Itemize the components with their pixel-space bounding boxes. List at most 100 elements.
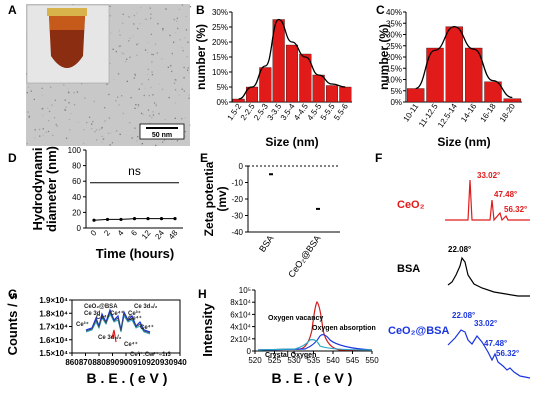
peak-label: 33.02° bbox=[477, 171, 500, 180]
tem-particle bbox=[109, 15, 111, 17]
tem-particle bbox=[100, 127, 103, 130]
x-tick-label: 525 bbox=[268, 356, 282, 365]
tem-particle bbox=[133, 14, 136, 17]
y-tick-label: 2x10⁴ bbox=[230, 335, 251, 344]
y-tick-label: 0% bbox=[390, 98, 402, 107]
tem-particle bbox=[103, 137, 105, 140]
tem-particle bbox=[138, 88, 140, 90]
tem-particle bbox=[155, 105, 157, 107]
tem-particle bbox=[188, 71, 190, 74]
fit-curve bbox=[415, 25, 513, 99]
tem-particle bbox=[42, 107, 44, 110]
tem-particle bbox=[109, 62, 111, 64]
tem-particle bbox=[65, 106, 67, 108]
tem-particle bbox=[26, 92, 28, 94]
tem-particle bbox=[174, 117, 176, 119]
tem-particle bbox=[151, 74, 154, 76]
tem-particle bbox=[92, 120, 94, 123]
series-label-bsa: BSA bbox=[397, 263, 420, 275]
data-point bbox=[119, 217, 123, 222]
bar bbox=[445, 26, 463, 103]
y-tick-label: 40 bbox=[72, 193, 81, 202]
legend-oxygen-absorption: Oxygen absorption bbox=[312, 325, 376, 332]
tem-particle bbox=[155, 144, 157, 147]
tem-particle bbox=[134, 75, 137, 77]
xps-annotation: CeO₂@BSA bbox=[84, 304, 118, 310]
y-axis-label-2: (mv) bbox=[215, 186, 229, 211]
tem-particle bbox=[33, 98, 35, 101]
tem-particle bbox=[137, 42, 139, 45]
tem-particle bbox=[184, 37, 186, 39]
tem-particle bbox=[76, 91, 79, 93]
tem-particle bbox=[164, 118, 166, 121]
xps-fit-cyan bbox=[85, 312, 151, 335]
tem-particle bbox=[101, 135, 103, 138]
y-tick-label: 8x10⁴ bbox=[230, 298, 251, 307]
tem-particle bbox=[38, 128, 41, 131]
tem-particle bbox=[176, 20, 178, 22]
tem-particle bbox=[173, 82, 176, 84]
tem-particle bbox=[128, 16, 130, 18]
x-tick-label: 880 bbox=[92, 358, 106, 367]
tem-particle bbox=[108, 93, 110, 96]
y-tick-label: 0 bbox=[77, 224, 82, 233]
peak-label: 22.08° bbox=[452, 311, 475, 320]
y-tick-label: 10⁵ bbox=[239, 286, 251, 295]
xps-annotation: Ce³⁺ bbox=[76, 321, 89, 328]
tem-particle bbox=[177, 27, 179, 30]
tem-particle bbox=[147, 52, 149, 54]
tem-particle bbox=[184, 117, 186, 119]
panel-letter-h: H bbox=[198, 287, 207, 301]
x-axis-label: B . E . ( e V ) bbox=[87, 370, 168, 386]
tem-particle bbox=[68, 118, 71, 121]
tem-particle bbox=[91, 128, 93, 130]
tem-particle bbox=[152, 94, 154, 96]
tem-particle bbox=[150, 86, 152, 89]
tem-particle bbox=[188, 94, 190, 96]
tem-particle bbox=[86, 121, 88, 124]
tem-particle bbox=[122, 112, 124, 115]
panel-letter-d: D bbox=[8, 151, 17, 165]
tem-particle bbox=[141, 83, 143, 85]
tem-particle bbox=[178, 8, 181, 11]
tem-particle bbox=[93, 100, 95, 102]
tem-particle bbox=[115, 130, 118, 132]
panel-letter-e: E bbox=[200, 151, 208, 165]
tem-particle bbox=[174, 32, 177, 34]
tem-particle bbox=[183, 90, 185, 92]
tem-particle bbox=[140, 7, 142, 9]
tem-particle bbox=[182, 50, 184, 52]
tem-particle bbox=[47, 130, 50, 133]
peak-label: 47.48° bbox=[494, 190, 517, 199]
tem-particle bbox=[73, 92, 75, 94]
tem-particle bbox=[151, 61, 153, 63]
tem-particle bbox=[151, 117, 153, 119]
y-tick-label: -20 bbox=[231, 195, 243, 204]
tem-particle bbox=[42, 128, 44, 130]
y-axis-label-2: diameter (nm) bbox=[44, 146, 59, 232]
tem-particle bbox=[188, 97, 190, 99]
tem-particle bbox=[72, 4, 74, 6]
tem-particle bbox=[42, 114, 44, 116]
data-point bbox=[269, 173, 273, 176]
bar bbox=[339, 86, 352, 103]
x-tick-label: 530 bbox=[287, 356, 301, 365]
xps-raw-data bbox=[85, 310, 151, 334]
y-tick-label: 10% bbox=[212, 68, 228, 77]
x-tick-label: BSA bbox=[257, 233, 276, 253]
tem-particle bbox=[152, 111, 154, 113]
tem-particle bbox=[179, 39, 181, 41]
x-tick-label: 6 bbox=[129, 228, 139, 238]
tem-particle bbox=[77, 121, 79, 123]
tem-particle bbox=[34, 137, 36, 139]
tem-particle bbox=[181, 4, 184, 6]
y-tick-label: 5% bbox=[390, 87, 402, 96]
tem-particle bbox=[27, 111, 29, 113]
x-tick-label: 0 bbox=[89, 228, 99, 238]
tem-particle bbox=[163, 139, 166, 141]
tem-particle bbox=[88, 116, 91, 118]
tem-particle bbox=[121, 95, 123, 97]
tem-particle bbox=[81, 83, 83, 85]
tem-particle bbox=[28, 116, 30, 118]
